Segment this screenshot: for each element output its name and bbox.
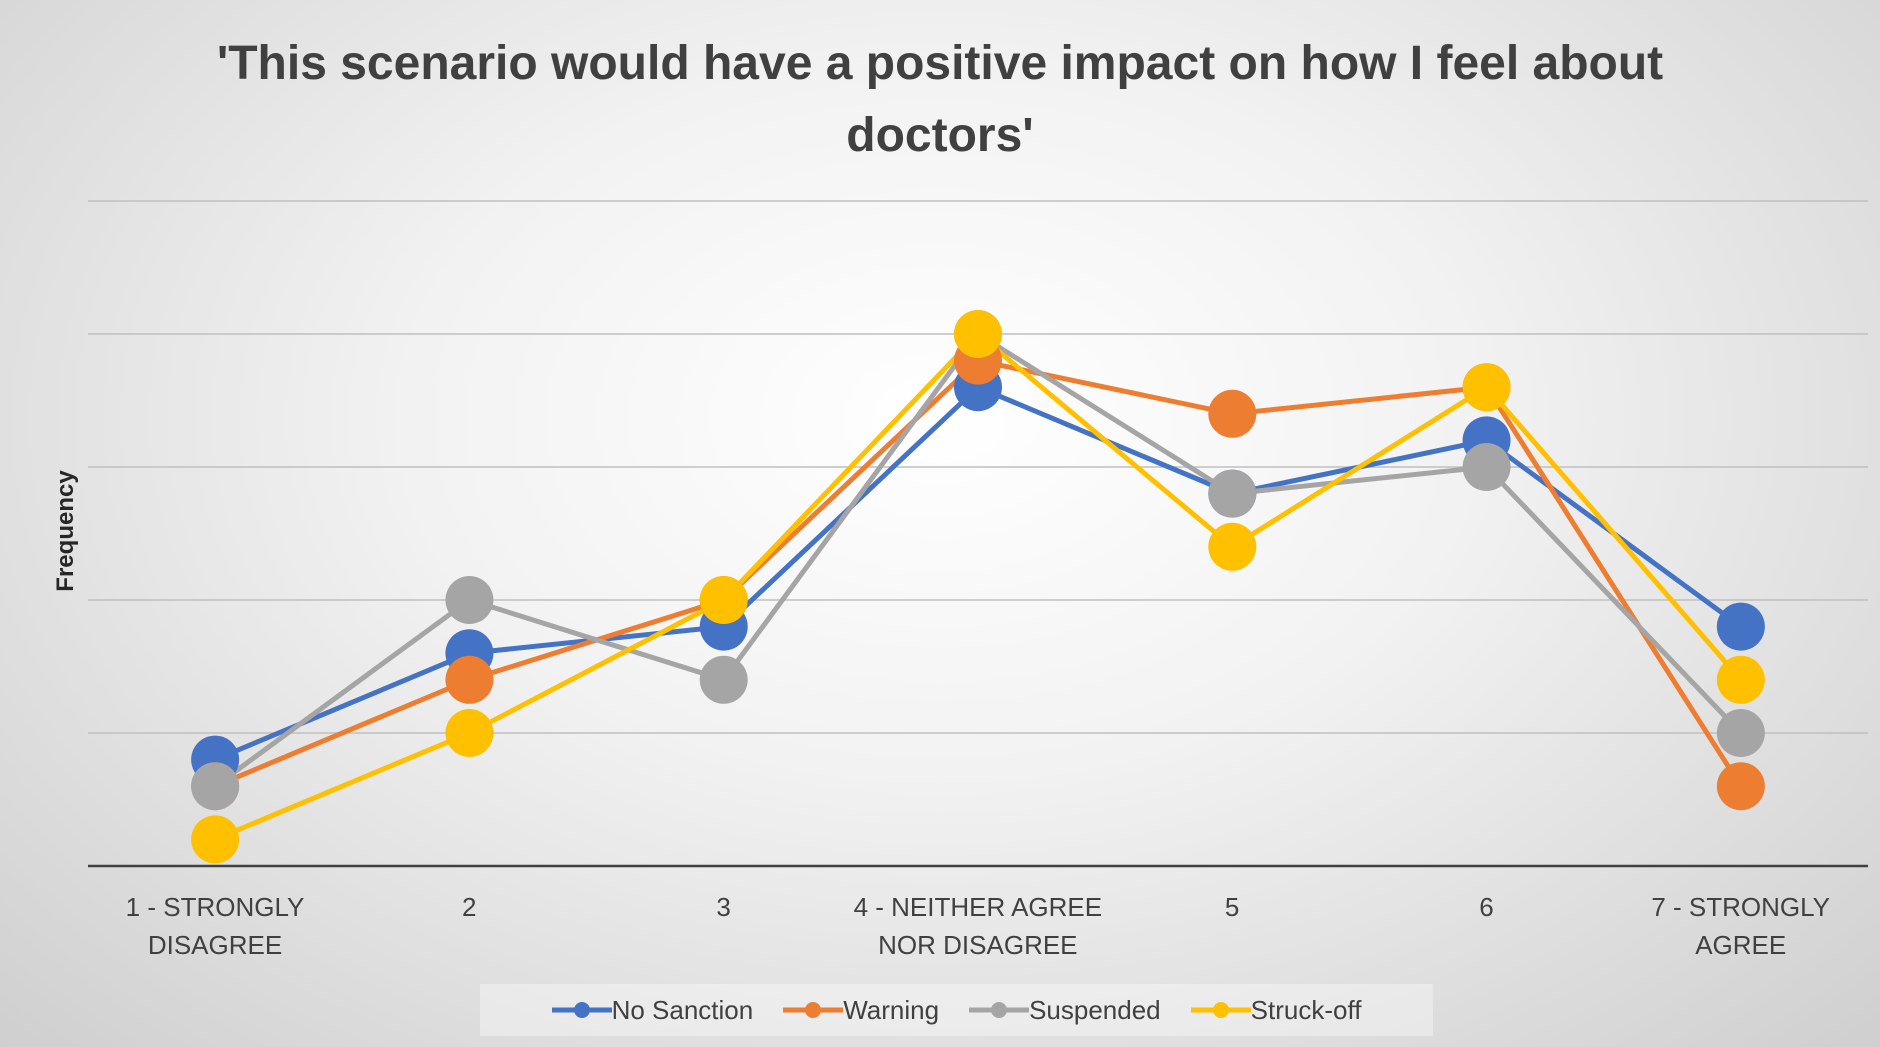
- legend-swatch: [783, 1002, 844, 1018]
- legend-label: Warning: [843, 994, 940, 1025]
- legend-label: Suspended: [1029, 994, 1161, 1025]
- legend-marker: [573, 1002, 590, 1018]
- marker: [191, 815, 240, 864]
- legend-marker: [805, 1002, 822, 1018]
- marker: [1208, 522, 1257, 571]
- marker: [954, 310, 1002, 358]
- legend-swatch: [969, 1002, 1030, 1018]
- x-tick-label: 4 - NEITHER AGREE NOR DISAGREE: [853, 892, 1103, 960]
- marker: [1716, 709, 1765, 757]
- legend-item: No Sanction: [551, 994, 754, 1026]
- marker: [445, 576, 494, 624]
- marker: [191, 762, 240, 811]
- marker: [699, 655, 748, 704]
- legend-marker: [991, 1002, 1008, 1018]
- x-tick-label: 2: [462, 892, 477, 922]
- series-line: [214, 357, 1743, 789]
- legend-swatch: [1190, 1002, 1251, 1018]
- legend-label: Struck-off: [1250, 994, 1362, 1025]
- legend-label: No Sanction: [611, 994, 754, 1025]
- x-tick-label: 5: [1224, 892, 1240, 922]
- legend-item: Suspended: [969, 995, 1161, 1026]
- marker: [699, 576, 748, 624]
- x-tick-label: 7 - STRONGLY AGREE: [1651, 892, 1831, 960]
- series-line: [214, 384, 1743, 762]
- marker: [1716, 602, 1765, 651]
- y-axis-label: Frequency: [52, 470, 79, 592]
- marker: [1716, 655, 1765, 704]
- legend: No Sanction Warning Suspended Struck-off: [480, 984, 1433, 1036]
- legend-item: Warning: [783, 995, 939, 1026]
- marker: [1716, 762, 1765, 811]
- marker: [1462, 363, 1511, 412]
- x-tick-label: 3: [716, 892, 731, 922]
- x-tick-label: 6: [1479, 892, 1494, 922]
- marker: [1462, 443, 1511, 491]
- marker: [1208, 389, 1257, 438]
- legend-swatch: [551, 1002, 612, 1018]
- x-tick-label: 1 - STRONGLY DISAGREE: [125, 892, 305, 960]
- chart-title: 'This scenario would have a positive imp…: [216, 37, 1664, 162]
- marker: [445, 709, 494, 757]
- legend-marker: [1212, 1002, 1229, 1018]
- marker: [445, 655, 494, 704]
- marker: [1208, 469, 1257, 518]
- legend-item: Struck-off: [1190, 994, 1362, 1026]
